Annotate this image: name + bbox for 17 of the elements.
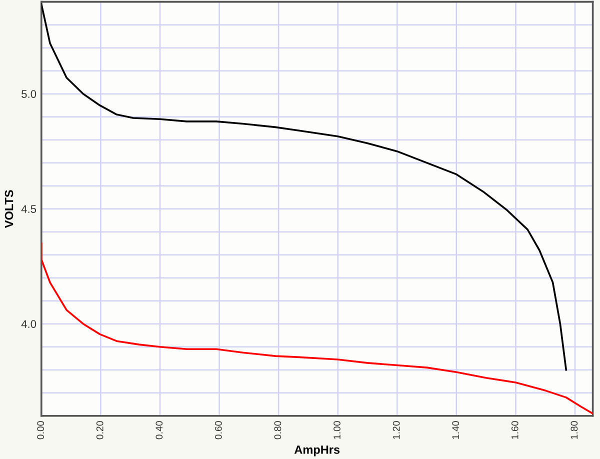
x-tick-label: 1.00 <box>334 421 340 439</box>
x-tick-label: 0.00 <box>37 421 44 440</box>
x-tick-label: 0.40 <box>156 421 163 440</box>
x-axis-title: AmpHrs <box>294 446 340 456</box>
x-tick-label: 1.20 <box>392 421 400 439</box>
y-axis-title: VOLTS <box>4 190 14 228</box>
x-tick-label: 1.40 <box>452 421 460 439</box>
y-tick-label: 5.0 <box>22 90 36 98</box>
line-series <box>41 3 568 371</box>
y-tick-label: 4.5 <box>21 205 36 213</box>
y-tick-label: 4.0 <box>21 320 36 328</box>
line-series <box>41 242 593 414</box>
x-tick-label: 1.80 <box>570 421 578 439</box>
x-tick-label: 0.20 <box>96 421 104 440</box>
x-tick-label: 0.60 <box>214 421 222 440</box>
x-tick-label: 0.80 <box>274 421 282 440</box>
x-tick-label: 1.60 <box>511 421 518 439</box>
